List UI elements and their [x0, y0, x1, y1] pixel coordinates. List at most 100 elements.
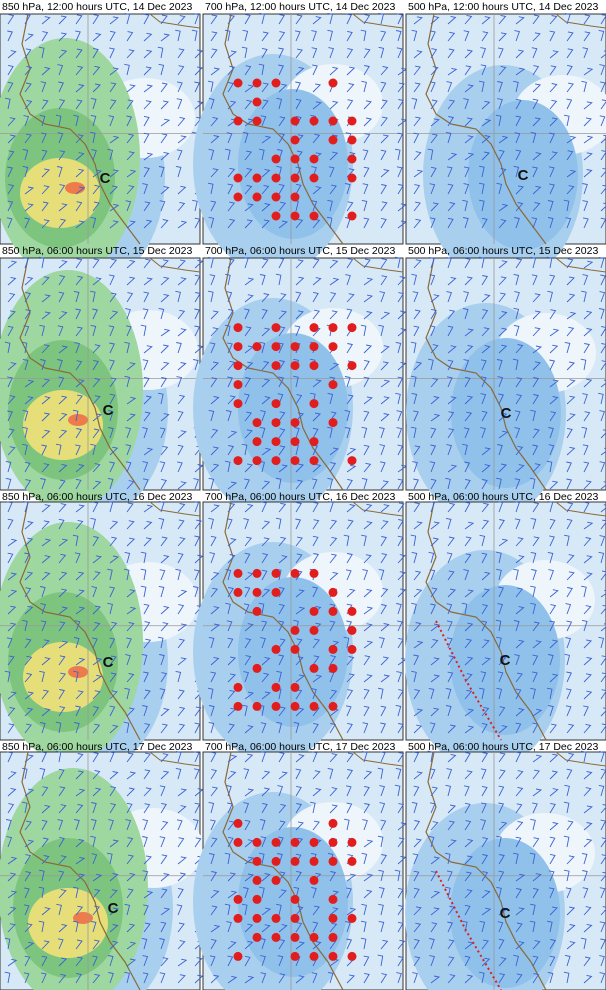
wind-barb — [227, 955, 234, 967]
wind-barb — [581, 290, 587, 303]
wind-barb — [108, 427, 114, 439]
wind-barb — [329, 184, 337, 195]
wind-barb — [24, 217, 31, 229]
wind-barb — [23, 325, 30, 337]
wind-barb — [464, 65, 472, 76]
wind-barb — [90, 290, 96, 303]
wind-barb — [498, 344, 508, 354]
wind-barb — [583, 327, 593, 337]
wind-barb — [259, 274, 266, 286]
wind-barb — [177, 788, 188, 797]
wind-barb — [278, 464, 288, 473]
wind-barb — [600, 604, 606, 615]
wind-barb — [479, 534, 486, 547]
wind-barb — [479, 971, 485, 984]
wind-barb — [481, 447, 491, 456]
wind-barb — [346, 519, 354, 530]
wind-barb — [176, 904, 183, 916]
wind-barb — [600, 184, 606, 195]
wind-barb — [177, 689, 185, 700]
wind-barb — [142, 705, 148, 717]
wind-barb — [92, 277, 102, 286]
wind-barb — [107, 477, 114, 490]
wind-barb — [295, 975, 305, 984]
flag-dot — [233, 951, 243, 961]
wind-barb — [532, 754, 543, 763]
wind-barb — [6, 819, 12, 831]
wind-barb — [295, 463, 305, 473]
map-panel — [193, 256, 408, 518]
wind-barb — [513, 307, 520, 320]
panel-title: 500 hPa, 06:00 hours UTC, 15 Dec 2023 — [408, 245, 598, 257]
wind-barb — [598, 392, 604, 405]
wind-barb — [329, 310, 338, 320]
wind-barb — [160, 907, 171, 916]
wind-barb — [430, 856, 441, 865]
coastline — [149, 501, 201, 517]
wind-barb — [7, 787, 17, 797]
wind-barb — [194, 308, 200, 320]
wind-barb — [346, 293, 355, 303]
wind-barb — [515, 258, 523, 269]
wind-barb — [413, 771, 423, 780]
wind-barb — [531, 569, 537, 581]
wind-barb — [7, 395, 16, 405]
wind-barb — [515, 98, 522, 110]
wind-barb — [530, 818, 536, 831]
flag-dot — [309, 323, 319, 333]
wind-barb — [7, 362, 17, 371]
wind-barb — [295, 259, 304, 269]
wind-barb — [278, 376, 285, 388]
wind-barb — [413, 870, 420, 882]
flag-dot — [328, 342, 338, 352]
wind-barb — [275, 477, 282, 490]
wind-barb — [41, 378, 51, 388]
wind-barb — [109, 924, 119, 933]
wind-barb — [565, 13, 571, 25]
wind-barb — [464, 411, 473, 422]
wind-barb — [411, 551, 418, 564]
wind-barb — [497, 603, 504, 615]
wind-barb — [600, 150, 606, 161]
wind-barb — [107, 568, 113, 581]
flag-dot — [252, 418, 262, 428]
wind-barb — [177, 220, 188, 229]
wind-barb — [496, 687, 503, 700]
wind-barb — [7, 134, 17, 144]
wind-barb — [209, 274, 216, 286]
wind-barb — [397, 637, 404, 649]
wind-barb — [515, 202, 524, 212]
wind-barb — [24, 379, 35, 388]
wind-barb — [566, 446, 576, 456]
wind-barb — [600, 343, 606, 354]
wind-barb — [363, 65, 370, 76]
wind-barb — [312, 83, 322, 93]
wind-barb — [58, 412, 68, 422]
wind-barb — [24, 691, 35, 700]
wind-barb — [160, 186, 170, 195]
wind-barb — [57, 64, 64, 76]
wind-barb — [7, 292, 16, 303]
wind-barb — [549, 673, 559, 683]
wind-barb — [532, 940, 541, 950]
wind-barb — [227, 82, 235, 93]
wind-barb — [208, 636, 215, 649]
wind-barb — [55, 750, 62, 763]
wind-barb — [413, 689, 421, 700]
wind-barb — [312, 519, 320, 530]
wind-barb — [430, 707, 440, 717]
wind-barb — [549, 788, 559, 797]
wind-barb — [75, 939, 83, 950]
shade — [238, 89, 348, 239]
wind-barb — [241, 903, 248, 916]
wind-barb — [210, 361, 220, 371]
wind-barb — [243, 603, 250, 615]
wind-barb — [447, 428, 455, 439]
wind-barb — [583, 461, 590, 473]
wind-barb — [312, 463, 322, 473]
wind-barb — [515, 67, 526, 76]
wind-barb — [430, 821, 439, 831]
wind-barb — [498, 706, 506, 717]
wind-barb — [58, 689, 66, 700]
wind-barb — [194, 274, 201, 286]
